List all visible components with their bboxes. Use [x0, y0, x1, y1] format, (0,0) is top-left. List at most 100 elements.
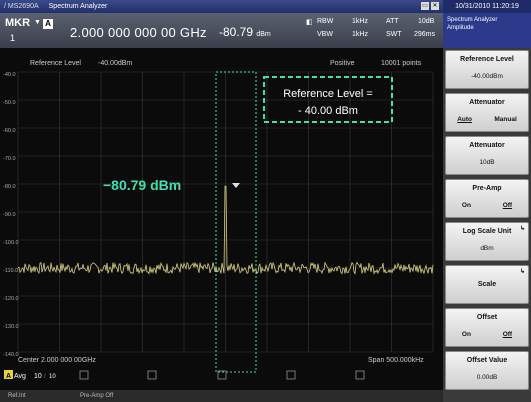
zoom-region-box — [215, 71, 257, 373]
trace-tab-icon — [355, 370, 365, 380]
rbw-icon: ◧ — [306, 19, 313, 26]
option-on[interactable]: On — [461, 202, 471, 209]
y-tick-label: -90.0 — [3, 212, 16, 218]
option-on[interactable]: On — [461, 331, 471, 338]
center-frequency: Center 2.000 000 00GHz — [18, 357, 96, 364]
trace-a-status-icon — [4, 370, 13, 379]
softkey-scale[interactable]: ↳ Scale — [445, 265, 529, 304]
y-tick-label: -40.0 — [3, 72, 16, 78]
y-tick-label: -100.0 — [3, 240, 19, 246]
softkey-attenuator-value[interactable]: Attenuator 10dB — [445, 136, 529, 175]
softkey-title: Offset — [476, 314, 498, 321]
softkey-options: On Off — [446, 331, 528, 338]
avg-value: 10 — [34, 373, 42, 380]
softkey-offset-value[interactable]: Offset Value 0.00dB — [445, 351, 529, 390]
trace-a-icon: A — [43, 19, 53, 29]
trace-tab-icon — [286, 370, 296, 380]
ref-level-annotation-box — [263, 76, 393, 123]
vbw-value: 1kHz — [352, 31, 368, 38]
softkey-header: Spectrum Analyzer Amplitude — [443, 13, 531, 48]
softkey-title: Offset Value — [466, 357, 508, 364]
detector-mode: Positive — [330, 60, 355, 67]
softkey-reference-level[interactable]: Reference Level -40.00dBm — [445, 50, 529, 89]
spectrum-plot: -40.0 -50.0 -60.0 -70.0 -80.0 -90.0 -100.0 -110… — [3, 60, 434, 380]
y-tick-label: -130.0 — [3, 324, 19, 330]
softkey-value: -40.00dBm — [471, 73, 503, 80]
softkey-offset[interactable]: Offset On Off — [445, 308, 529, 347]
att-label: ATT — [386, 18, 399, 25]
option-manual[interactable]: Manual — [494, 116, 517, 123]
y-tick-label: -110.0 — [3, 268, 18, 274]
softkey-attenuator-mode[interactable]: Attenuator Auto Manual — [445, 93, 529, 132]
trace-points: 10001 points — [381, 60, 422, 67]
softkey-options: On Off — [446, 202, 528, 209]
avg-separator: / — [44, 374, 46, 380]
trace-tab-icon — [79, 370, 89, 380]
preamp-status: Pre-Amp Off — [80, 393, 114, 399]
marker-annotation: −80.79 dBm — [103, 177, 181, 193]
trace-tab-icon — [147, 370, 157, 380]
marker-level-value: -80.79 — [219, 25, 254, 39]
y-tick-label: -50.0 — [3, 100, 16, 106]
y-axis-ticks: -40.0 -50.0 -60.0 -70.0 -80.0 -90.0 -100.0 -110… — [3, 72, 19, 358]
app-title: Spectrum Analyzer — [48, 3, 108, 10]
marker-level: -80.79 dBm — [219, 25, 271, 39]
option-off[interactable]: Off — [502, 202, 513, 209]
marker-frequency: 2.000 000 000 00 GHz — [70, 25, 207, 40]
swt-value: 296ms — [414, 31, 436, 38]
softkey-title: Attenuator — [469, 142, 505, 149]
softkey-options: Auto Manual — [446, 116, 528, 123]
datetime: 10/31/2010 11:20:19 — [443, 0, 531, 13]
avg-label: Avg — [14, 373, 26, 380]
ref-level-label: Reference Level — [30, 60, 81, 67]
softkey-title: Scale — [477, 281, 497, 288]
status-bar: Ref.Int Pre-Amp Off — [0, 390, 443, 402]
title-bar: / MS2690A Spectrum Analyzer ▭ ✕ — [0, 0, 443, 13]
vbw-label: VBW — [317, 31, 333, 38]
spectrum-graph[interactable]: -40.0 -50.0 -60.0 -70.0 -80.0 -90.0 -100.0 -110… — [0, 48, 443, 390]
rbw-value: 1kHz — [352, 18, 368, 25]
window-controls: ▭ ✕ — [421, 2, 439, 10]
avg-count: 10 — [49, 374, 56, 380]
y-tick-label: -80.0 — [3, 184, 16, 190]
restore-icon[interactable]: ▭ — [421, 2, 429, 10]
svg-text:A: A — [6, 373, 11, 380]
submenu-arrow-icon: ↳ — [519, 269, 525, 275]
marker-label[interactable]: MKR — [5, 17, 31, 29]
softkey-value: 0.00dB — [476, 374, 498, 381]
y-tick-label: -120.0 — [3, 296, 19, 302]
reference-source: Ref.Int — [8, 393, 26, 399]
softkey-pre-amp[interactable]: Pre-Amp On Off — [445, 179, 529, 218]
softkey-title: Attenuator — [469, 99, 505, 106]
submenu-arrow-icon: ↳ — [519, 226, 525, 232]
marker-readout-bar: MKR ▼ A 1 2.000 000 000 00 GHz -80.79 dB… — [0, 13, 443, 48]
spectrum-trace — [17, 185, 434, 275]
att-value: 10dB — [418, 18, 435, 25]
swt-label: SWT — [386, 31, 402, 38]
y-tick-label: -140.0 — [3, 352, 19, 358]
softkey-panel: Spectrum Analyzer Amplitude Reference Le… — [443, 13, 531, 402]
softkey-log-scale-unit[interactable]: ↳ Log Scale Unit dBm — [445, 222, 529, 261]
softkey-title: Log Scale Unit — [462, 228, 512, 235]
softkey-menu: Amplitude — [447, 25, 474, 31]
close-icon[interactable]: ✕ — [431, 2, 439, 10]
ref-level-annotation-line2: - 40.00 dBm — [298, 105, 358, 117]
graticule — [17, 71, 434, 353]
trace-status-tabs — [79, 370, 365, 380]
instrument-model: / MS2690A — [4, 3, 39, 10]
option-off[interactable]: Off — [502, 331, 513, 338]
ref-level-annotation-line1: Reference Level = — [283, 88, 373, 100]
dropdown-arrow-icon[interactable]: ▼ — [34, 19, 41, 26]
softkey-value: dBm — [480, 245, 494, 252]
trace-tab-icon — [217, 370, 227, 380]
softkey-mode: Spectrum Analyzer — [447, 17, 498, 23]
y-tick-label: -70.0 — [3, 156, 16, 162]
span-frequency: Span 500.000kHz — [368, 357, 424, 364]
ref-level-value: -40.00dBm — [98, 60, 132, 67]
softkey-title: Pre-Amp — [472, 185, 502, 192]
option-auto[interactable]: Auto — [457, 116, 472, 123]
marker-triangle-icon — [232, 183, 240, 188]
marker-number: 1 — [10, 33, 16, 43]
softkey-value: 10dB — [479, 159, 495, 166]
rbw-label: RBW — [317, 18, 334, 25]
